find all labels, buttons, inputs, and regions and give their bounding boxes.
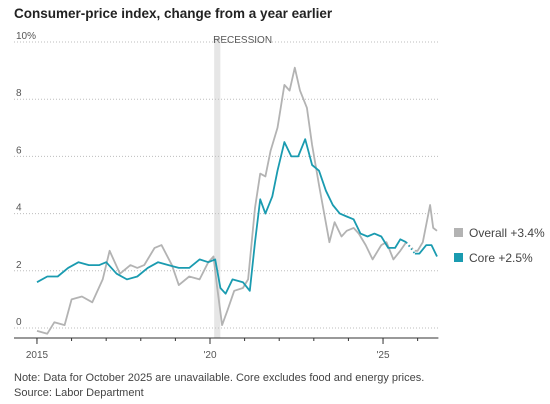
y-tick-label: 2: [16, 260, 22, 271]
note: Note: Data for October 2025 are unavaila…: [14, 372, 424, 384]
x-tick-label: '20: [203, 350, 216, 361]
legend-label: Overall +3.4%: [469, 226, 545, 240]
y-tick-label: 8: [16, 88, 22, 99]
gap-connector: [405, 241, 416, 255]
gap-connector: [405, 241, 416, 252]
source: Source: Labor Department: [14, 387, 144, 399]
y-tick-label: 10%: [16, 31, 36, 42]
legend-label: Core +2.5%: [469, 251, 533, 265]
series-line: [36, 66, 438, 335]
legend-swatch: [454, 228, 463, 237]
recession-label: RECESSION: [213, 35, 272, 46]
y-tick-label: 6: [16, 145, 22, 156]
x-tick-label: 2015: [26, 350, 49, 361]
recession-band: [214, 38, 221, 338]
legend-swatch: [454, 253, 463, 262]
y-tick-label: 0: [16, 317, 22, 328]
series-line: [36, 138, 438, 295]
x-tick-label: '25: [377, 350, 390, 361]
y-tick-label: 4: [16, 203, 22, 214]
chart-title: Consumer-price index, change from a year…: [14, 6, 333, 21]
